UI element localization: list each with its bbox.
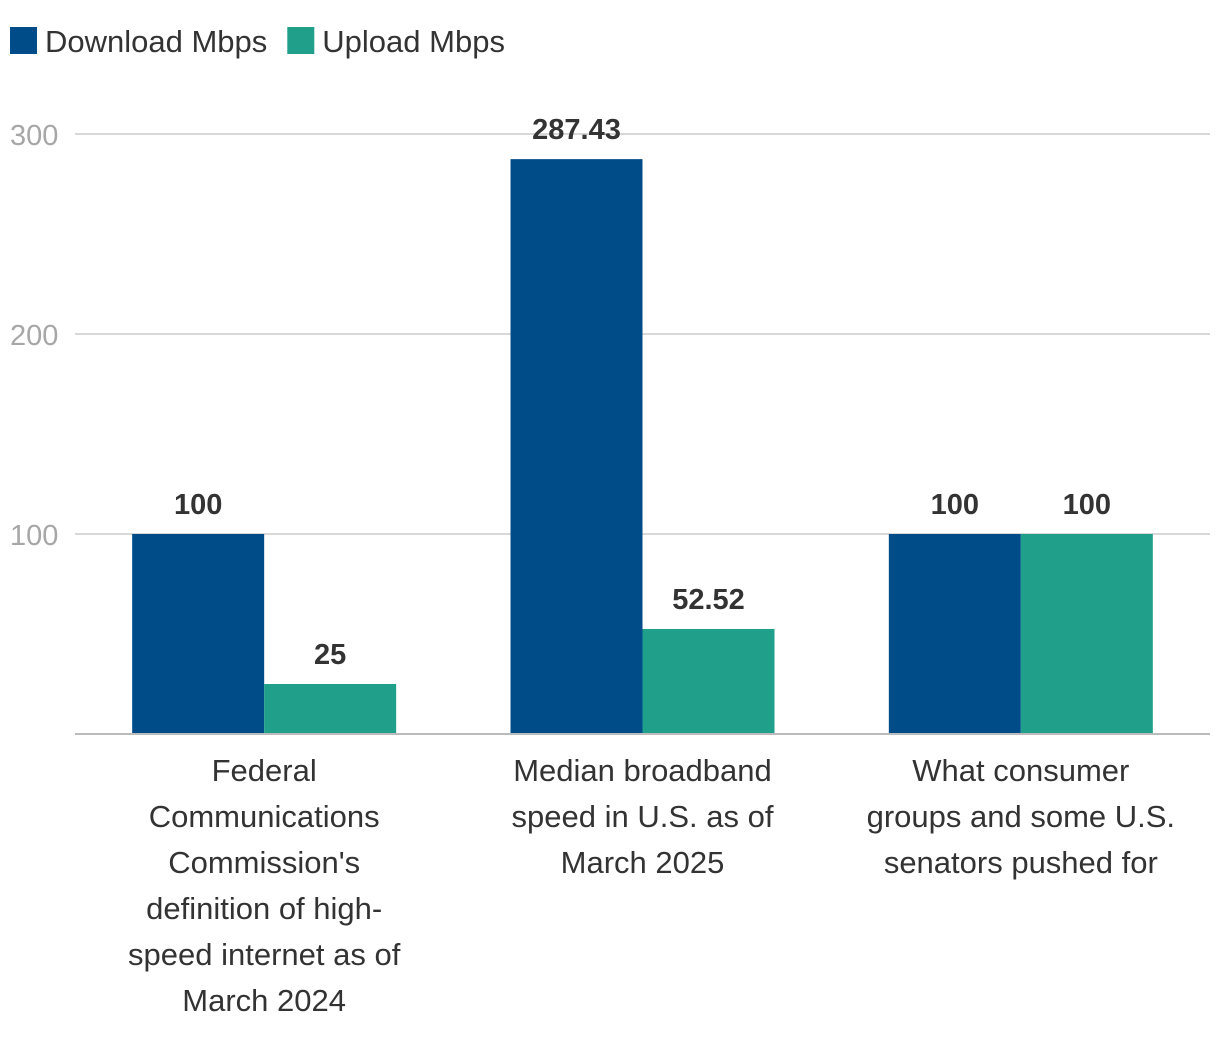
bar-upload-2 — [1020, 534, 1153, 734]
legend-label: Upload Mbps — [322, 24, 505, 59]
y-tick-label: 300 — [10, 120, 58, 152]
value-labels: 100 25 287.43 52.52 100 100 — [174, 114, 1111, 671]
x-tick-label-line: definition of high- — [146, 891, 382, 926]
y-tick-label: 100 — [10, 520, 58, 552]
bar-upload-1 — [642, 628, 775, 734]
data-label: 287.43 — [532, 114, 621, 146]
bar-upload-0 — [264, 684, 397, 734]
bar-download-1 — [510, 159, 643, 734]
legend-swatch — [287, 27, 315, 54]
bar-download-2 — [888, 534, 1021, 734]
data-label: 52.52 — [672, 584, 745, 616]
category-labels: Federal Communications Commission's definit… — [128, 753, 1175, 1018]
x-tick-label-line: Median broadband — [513, 753, 772, 788]
legend: Download Mbps Upload Mbps — [10, 24, 505, 59]
legend-label: Download Mbps — [45, 24, 267, 59]
data-label: 100 — [174, 489, 222, 521]
x-tick-label-0: Federal Communications Commission's definit… — [128, 753, 401, 1018]
x-tick-label-line: Communications — [149, 799, 380, 834]
y-axis-ticks: 100 200 300 — [10, 120, 58, 552]
x-tick-label-1: Median broadband speed in U.S. as of March… — [512, 753, 774, 880]
x-tick-label-2: What consumer groups and some U.S. senator… — [867, 753, 1175, 880]
x-tick-label-line: senators pushed for — [884, 845, 1158, 880]
bar-download-0 — [132, 534, 265, 734]
x-tick-label-line: groups and some U.S. — [867, 799, 1175, 834]
x-tick-label-line: speed internet as of — [128, 937, 401, 972]
x-tick-label-line: March 2025 — [561, 845, 725, 880]
legend-item-1: Upload Mbps — [287, 24, 505, 59]
x-tick-label-line: March 2024 — [182, 983, 346, 1018]
x-tick-label-line: Commission's — [168, 845, 360, 880]
x-tick-label-line: What consumer — [912, 753, 1129, 788]
x-tick-label-line: speed in U.S. as of — [512, 799, 774, 834]
legend-swatch — [10, 27, 37, 54]
data-label: 100 — [1063, 489, 1111, 521]
data-label: 100 — [931, 489, 979, 521]
x-tick-label-line: Federal — [212, 753, 317, 788]
legend-item-0: Download Mbps — [10, 24, 267, 59]
bars — [132, 159, 1153, 734]
data-label: 25 — [314, 639, 346, 671]
y-tick-label: 200 — [10, 320, 58, 352]
